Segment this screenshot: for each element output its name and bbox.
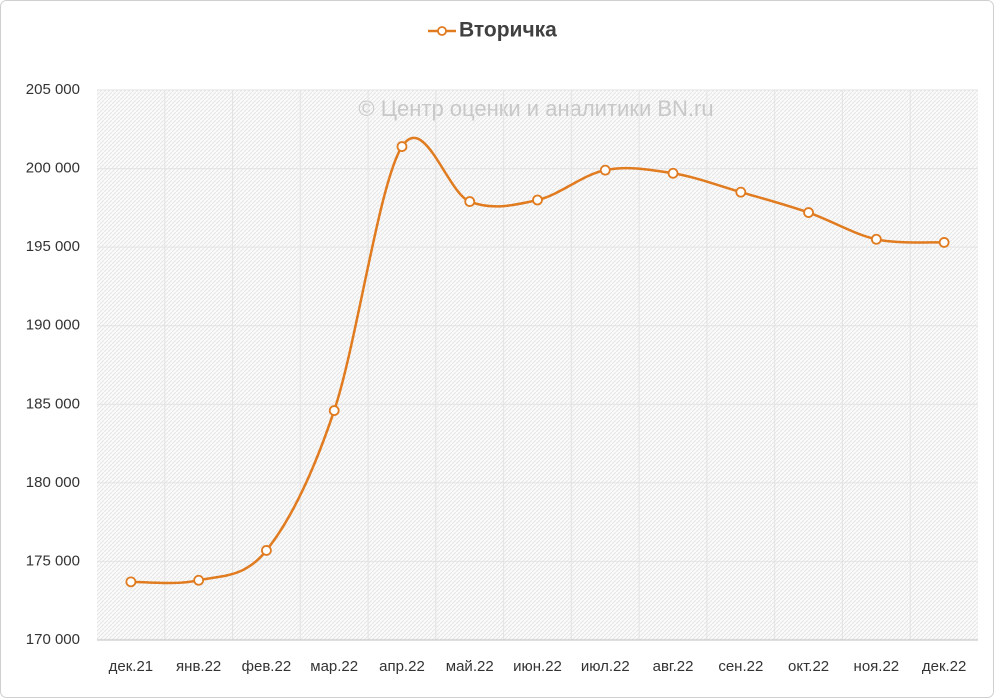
point-marker [599,164,611,176]
legend-marker [437,26,447,36]
x-tick-label: янв.22 [176,658,221,675]
point-marker [938,237,950,248]
x-tick-label: июн.22 [513,658,562,675]
y-tick-label: 170 000 [26,631,80,648]
point-marker [667,167,679,179]
x-tick-label: июл.22 [581,658,630,675]
watermark: © Центр оценки и аналитики BN.ru [358,96,713,121]
x-tick-label: дек.21 [109,658,154,675]
y-tick-label: 185 000 [26,395,80,412]
y-tick-label: 190 000 [26,317,80,334]
point-marker [193,574,205,586]
point-marker [261,545,272,556]
plot-area [97,90,978,640]
y-tick-label: 205 000 [26,81,80,98]
point-marker [870,233,882,245]
point-marker [803,207,814,218]
x-tick-label: ноя.22 [854,658,900,675]
x-tick-label: дек.22 [922,658,967,675]
y-tick-label: 180 000 [26,474,80,491]
y-tick-label: 175 000 [26,552,80,569]
x-tick-label: мар.22 [310,658,358,675]
point-marker [125,576,137,588]
legend-label: Вторичка [459,19,557,42]
x-tick-label: авг.22 [653,658,694,675]
x-tick-label: апр.22 [379,658,425,675]
series-line [130,136,945,585]
point-marker [328,405,340,416]
point-marker [532,194,543,206]
x-tick-label: фев.22 [242,658,292,675]
point-marker [464,196,476,207]
point-marker [396,141,408,152]
x-tick-label: окт.22 [788,658,829,675]
point-marker [735,186,747,198]
x-tick-label: сен.22 [718,658,763,675]
y-tick-label: 195 000 [26,238,80,255]
y-tick-label: 200 000 [26,160,80,177]
x-tick-label: май.22 [446,658,494,675]
